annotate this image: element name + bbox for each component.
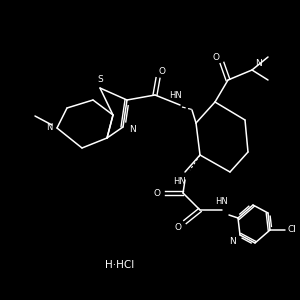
Text: N: N xyxy=(46,124,52,133)
Text: N: N xyxy=(229,236,236,245)
Text: N: N xyxy=(130,124,136,134)
Text: S: S xyxy=(97,74,103,83)
Text: N: N xyxy=(255,59,261,68)
Text: HN: HN xyxy=(214,196,227,206)
Text: HN: HN xyxy=(169,91,182,100)
Text: HN: HN xyxy=(174,178,186,187)
Text: O: O xyxy=(212,53,220,62)
Text: O: O xyxy=(158,67,166,76)
Text: H·HCl: H·HCl xyxy=(105,260,135,270)
Text: O: O xyxy=(154,188,160,197)
Text: Cl: Cl xyxy=(288,226,296,235)
Text: O: O xyxy=(175,224,182,232)
